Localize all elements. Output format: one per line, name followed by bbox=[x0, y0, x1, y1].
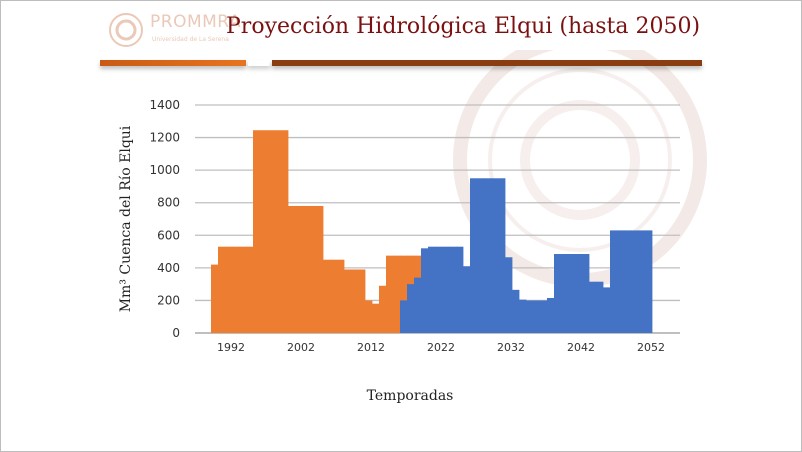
prommra-logo: PROMMRA Universidad de La Serena bbox=[108, 12, 248, 48]
blue-bar bbox=[435, 246, 443, 333]
orange-bar bbox=[246, 246, 254, 333]
blue-bar bbox=[512, 289, 520, 333]
x-tick-label: 2052 bbox=[637, 341, 665, 354]
blue-bar bbox=[449, 246, 457, 333]
blue-bar bbox=[610, 230, 618, 333]
orange-bar bbox=[365, 300, 373, 333]
y-tick-label: 0 bbox=[172, 326, 180, 340]
blue-bar bbox=[596, 281, 604, 333]
orange-bar bbox=[274, 130, 282, 333]
orange-bar bbox=[400, 255, 408, 333]
blue-bar bbox=[561, 254, 569, 333]
x-tick-label: 1992 bbox=[217, 341, 245, 354]
orange-bar bbox=[337, 259, 345, 333]
blue-bar bbox=[477, 178, 485, 333]
blue-bar bbox=[624, 230, 632, 333]
title-underline-gap bbox=[248, 60, 270, 66]
orange-bar bbox=[260, 130, 268, 333]
orange-bar bbox=[393, 255, 401, 333]
blue-bar bbox=[442, 246, 450, 333]
orange-bar bbox=[344, 269, 352, 333]
blue-bar bbox=[400, 300, 408, 333]
orange-bar bbox=[211, 264, 219, 333]
orange-bar bbox=[253, 130, 261, 333]
orange-bar bbox=[323, 259, 331, 333]
orange-bar bbox=[288, 205, 296, 333]
blue-bar bbox=[589, 281, 597, 333]
orange-bar bbox=[239, 246, 247, 333]
title-underline-brown bbox=[272, 60, 702, 66]
orange-bar bbox=[330, 259, 338, 333]
orange-bar bbox=[316, 205, 324, 333]
orange-bar bbox=[309, 205, 317, 333]
blue-bar bbox=[421, 248, 429, 333]
blue-bar bbox=[519, 299, 527, 333]
orange-bar bbox=[302, 205, 310, 333]
orange-bar bbox=[358, 269, 366, 333]
orange-bar bbox=[351, 269, 359, 333]
x-tick-label: 2042 bbox=[567, 341, 595, 354]
blue-bar bbox=[547, 297, 555, 333]
blue-bar bbox=[568, 254, 576, 333]
blue-bar bbox=[484, 178, 492, 333]
logo-name: PROMMRA bbox=[150, 12, 242, 32]
x-tick-label: 2012 bbox=[357, 341, 385, 354]
orange-bar bbox=[267, 130, 275, 333]
x-tick-label: 2032 bbox=[497, 341, 525, 354]
y-tick-label: 800 bbox=[157, 196, 180, 210]
orange-bar bbox=[225, 246, 233, 333]
logo-subtitle: Universidad de La Serena bbox=[152, 36, 229, 43]
seal-icon bbox=[109, 13, 143, 47]
y-tick-label: 1400 bbox=[149, 98, 180, 112]
blue-bar bbox=[498, 178, 506, 333]
orange-bar bbox=[218, 246, 226, 333]
blue-bar bbox=[533, 300, 541, 333]
blue-bar bbox=[554, 254, 562, 333]
blue-bar bbox=[463, 266, 471, 333]
blue-bar bbox=[540, 300, 548, 333]
blue-bar bbox=[631, 230, 639, 333]
blue-bar bbox=[603, 287, 611, 333]
x-tick-label: 2002 bbox=[287, 341, 315, 354]
blue-bar bbox=[617, 230, 625, 333]
blue-bar bbox=[470, 178, 478, 333]
blue-bar bbox=[582, 254, 590, 333]
blue-bar bbox=[414, 277, 422, 333]
x-tick-label: 2022 bbox=[427, 341, 455, 354]
y-tick-label: 600 bbox=[157, 228, 180, 242]
blue-bar bbox=[575, 254, 583, 333]
blue-bar bbox=[456, 246, 464, 333]
blue-bar bbox=[505, 257, 513, 333]
orange-bar bbox=[386, 255, 394, 333]
blue-bar bbox=[491, 178, 499, 333]
y-tick-label: 1000 bbox=[149, 163, 180, 177]
y-axis-label: Mm³ Cuenca del Río Elqui bbox=[118, 125, 134, 313]
title-underline-orange bbox=[100, 60, 246, 66]
orange-bar bbox=[295, 205, 303, 333]
orange-bar bbox=[232, 246, 240, 333]
y-tick-label: 400 bbox=[157, 261, 180, 275]
blue-bar bbox=[526, 300, 534, 333]
orange-bar bbox=[379, 285, 387, 333]
blue-bar bbox=[645, 230, 653, 333]
y-tick-label: 200 bbox=[157, 293, 180, 307]
y-tick-label: 1200 bbox=[149, 131, 180, 145]
blue-bar bbox=[428, 246, 436, 333]
x-axis-label: Temporadas bbox=[366, 388, 454, 404]
orange-bar bbox=[372, 303, 380, 333]
slide-title: Proyección Hidrológica Elqui (hasta 2050… bbox=[226, 14, 701, 39]
blue-bar bbox=[407, 284, 415, 333]
orange-bar bbox=[281, 130, 289, 333]
blue-bar bbox=[638, 230, 646, 333]
